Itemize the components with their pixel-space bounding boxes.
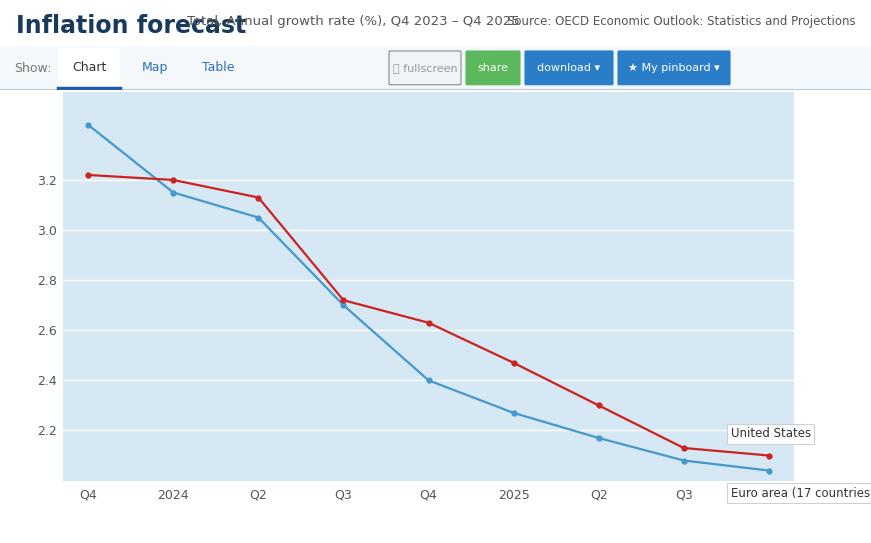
Text: Chart: Chart [71,61,106,74]
Text: ⌖ fullscreen: ⌖ fullscreen [393,64,457,73]
Text: United States: United States [731,427,811,440]
Text: Source: OECD Economic Outlook: Statistics and Projections: Source: OECD Economic Outlook: Statistic… [507,15,855,28]
FancyBboxPatch shape [618,51,730,85]
Text: Show:: Show: [14,62,51,75]
FancyBboxPatch shape [389,51,461,85]
Text: share: share [477,64,509,73]
FancyBboxPatch shape [466,51,520,85]
Text: download ▾: download ▾ [537,64,601,73]
FancyBboxPatch shape [525,51,613,85]
Text: Inflation forecast: Inflation forecast [16,14,246,37]
Text: Euro area (17 countries): Euro area (17 countries) [731,487,871,500]
Text: Table: Table [202,61,234,74]
Text: Total, Annual growth rate (%), Q4 2023 – Q4 2025: Total, Annual growth rate (%), Q4 2023 –… [187,15,520,28]
Text: ★ My pinboard ▾: ★ My pinboard ▾ [628,64,719,73]
Text: Map: Map [142,61,168,74]
FancyBboxPatch shape [58,48,120,87]
